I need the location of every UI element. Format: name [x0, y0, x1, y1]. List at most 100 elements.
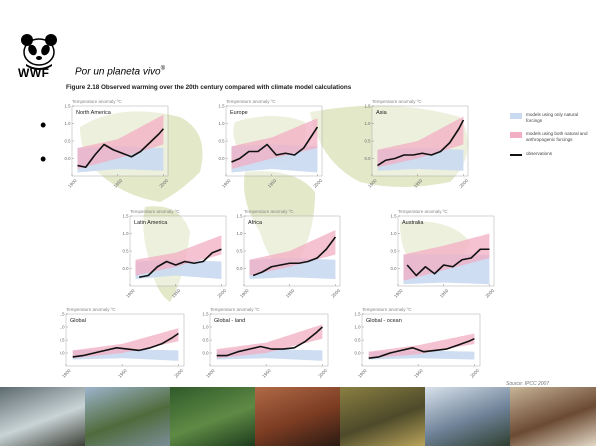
anthro-band-africa [249, 230, 336, 276]
xtick-label-north-america-0: 1900 [67, 178, 78, 189]
chart-latin-america: Temperature anomaly ºC 0.0 0.5 1.0 1.5 1900 19… [123, 209, 228, 299]
ylabel-africa: Temperature anomaly ºC [244, 209, 294, 214]
coastal-rocks-photo [0, 387, 85, 446]
xtick-label-asia-1: 1950 [413, 178, 424, 189]
xtick-label-latin-america-2: 2000 [216, 288, 227, 299]
ytick-label-africa-3: 1.5 [237, 214, 244, 219]
xtick-label-global-2: 2000 [173, 368, 184, 379]
observed-line-latin-america [138, 248, 222, 279]
ytick-label-latin-america-1: 0.5 [123, 249, 130, 254]
ylabel-global-ocean: Temperature anomaly ºC [362, 307, 412, 312]
chart-global-land: Temperature anomaly ºC 0.0 0.5 1.0 1.5 1900 19… [203, 307, 329, 379]
ytick-label-global-3: 1.5 [60, 312, 65, 317]
ytick-label-global-land-1: 0.5 [203, 338, 210, 343]
xtick-label-global-ocean-0: 1900 [357, 368, 368, 379]
anthro-band-global [72, 328, 179, 359]
observed-line-north-america [77, 128, 165, 169]
xtick-label-europe-1: 1950 [267, 178, 278, 189]
jaguar-photo [340, 387, 425, 446]
people-photo [510, 387, 596, 446]
anthro-band-north-america [77, 114, 164, 169]
ytick-label-europe-0: 0.0 [219, 156, 226, 161]
tagline: Por un planeta vivo® [75, 66, 166, 78]
legend-item-observations: observations [510, 151, 594, 157]
region-label-global: Global [70, 318, 86, 324]
continent-shape-1 [143, 206, 190, 302]
ylabel-global-land: Temperature anomaly ºC [210, 307, 260, 312]
forest-valley-photo [170, 387, 255, 446]
xtick-label-europe-2: 2000 [312, 178, 323, 189]
ytick-label-global-ocean-0: 0.0 [355, 351, 362, 356]
legend-label-anthro: models using both natural and anthropoge… [526, 131, 588, 143]
chart-panels: Temperature anomaly ºC 0.0 0.5 1.0 1.5 1900 19… [60, 99, 495, 379]
mountain-lake-photo [425, 387, 510, 446]
ytick-label-europe-1: 0.5 [219, 139, 226, 144]
wwf-wordmark: WWF [18, 66, 50, 80]
xtick-label-global-land-0: 1900 [205, 368, 216, 379]
xtick-label-global-land-1: 1950 [261, 368, 272, 379]
ytick-label-australia-3: 1.5 [391, 214, 398, 219]
ytick-label-latin-america-3: 1.5 [123, 214, 130, 219]
xtick-label-north-america-2: 2000 [158, 178, 169, 189]
child-face-photo [255, 387, 340, 446]
chart-global-ocean: Temperature anomaly ºC 0.0 0.5 1.0 1.5 1900 19… [355, 307, 481, 379]
ytick-label-global-2: 1.0 [60, 325, 65, 330]
chart-asia: Temperature anomaly ºC 0.0 0.5 1.0 1.5 1900 19… [365, 99, 470, 189]
chart-europe: Temperature anomaly ºC 0.0 0.5 1.0 1.5 1900 19… [219, 99, 324, 189]
world-map-with-charts: Temperature anomaly ºC 0.0 0.5 1.0 1.5 1900 19… [60, 99, 495, 379]
region-label-global-land: Global - land [214, 318, 245, 324]
xtick-label-latin-america-0: 1900 [125, 288, 136, 299]
ylabel-europe: Temperature anomaly ºC [226, 99, 276, 104]
region-label-global-ocean: Global - ocean [366, 318, 402, 324]
ylabel-australia: Temperature anomaly ºC [398, 209, 448, 214]
source-note: Source: IPCC 2007 [506, 381, 550, 387]
ytick-label-global-land-2: 1.0 [203, 325, 210, 330]
legend-swatch-anthro [510, 132, 522, 139]
ytick-label-australia-0: 0.0 [391, 266, 398, 271]
photo-strip [0, 387, 596, 446]
region-label-latin-america: Latin America [134, 220, 168, 226]
observed-line-global-ocean [368, 337, 475, 359]
ytick-label-africa-0: 0.0 [237, 266, 244, 271]
wwf-panda-logo [21, 34, 57, 70]
xtick-label-latin-america-1: 1950 [171, 288, 182, 299]
observed-line-australia [406, 248, 490, 277]
ytick-label-asia-1: 0.5 [365, 139, 372, 144]
xtick-label-australia-1: 1950 [439, 288, 450, 299]
region-label-africa: Africa [248, 220, 263, 226]
ylabel-global: Temperature anomaly ºC [66, 307, 116, 312]
region-label-asia: Asia [376, 110, 388, 116]
ytick-label-latin-america-0: 0.0 [123, 266, 130, 271]
region-label-north-america: North America [76, 110, 112, 116]
xtick-label-australia-2: 2000 [484, 288, 495, 299]
xtick-label-global-ocean-1: 1950 [413, 368, 424, 379]
legend-item-natural: models using only natural forcings [510, 112, 594, 123]
xtick-label-global-land-2: 2000 [317, 368, 328, 379]
ytick-label-global-ocean-1: 0.5 [355, 338, 362, 343]
ytick-label-north-america-1: 0.5 [65, 139, 72, 144]
legend-swatch-natural [510, 113, 522, 119]
observed-line-global-land [216, 326, 323, 357]
observed-line-africa [252, 236, 337, 277]
chart-africa: Temperature anomaly ºC 0.0 0.5 1.0 1.5 1900 19… [237, 209, 342, 299]
legend-item-anthro: models using both natural and anthropoge… [510, 131, 594, 142]
xtick-label-global-0: 1900 [61, 368, 72, 379]
wetland-trees-photo [85, 387, 170, 446]
anthro-band-asia [377, 116, 464, 168]
ylabel-latin-america: Temperature anomaly ºC [130, 209, 180, 214]
legend-swatch-observations [510, 153, 522, 156]
ytick-label-asia-3: 1.5 [365, 104, 372, 109]
ytick-label-global-ocean-2: 1.0 [355, 325, 362, 330]
xtick-label-asia-2: 2000 [458, 178, 469, 189]
chart-north-america: Temperature anomaly ºC 0.0 0.5 1.0 1.5 1900 19… [65, 99, 170, 189]
ylabel-north-america: Temperature anomaly ºC [72, 99, 122, 104]
ytick-label-global-1: 0.5 [60, 338, 65, 343]
ytick-label-global-land-3: 1.5 [203, 312, 210, 317]
xtick-label-australia-0: 1900 [393, 288, 404, 299]
xtick-label-africa-2: 2000 [330, 288, 341, 299]
ytick-label-north-america-0: 0.0 [65, 156, 72, 161]
ytick-label-africa-2: 1.0 [237, 231, 244, 236]
legend: models using only natural forcings model… [510, 112, 594, 165]
observed-line-global [72, 332, 179, 358]
ytick-label-africa-1: 0.5 [237, 249, 244, 254]
